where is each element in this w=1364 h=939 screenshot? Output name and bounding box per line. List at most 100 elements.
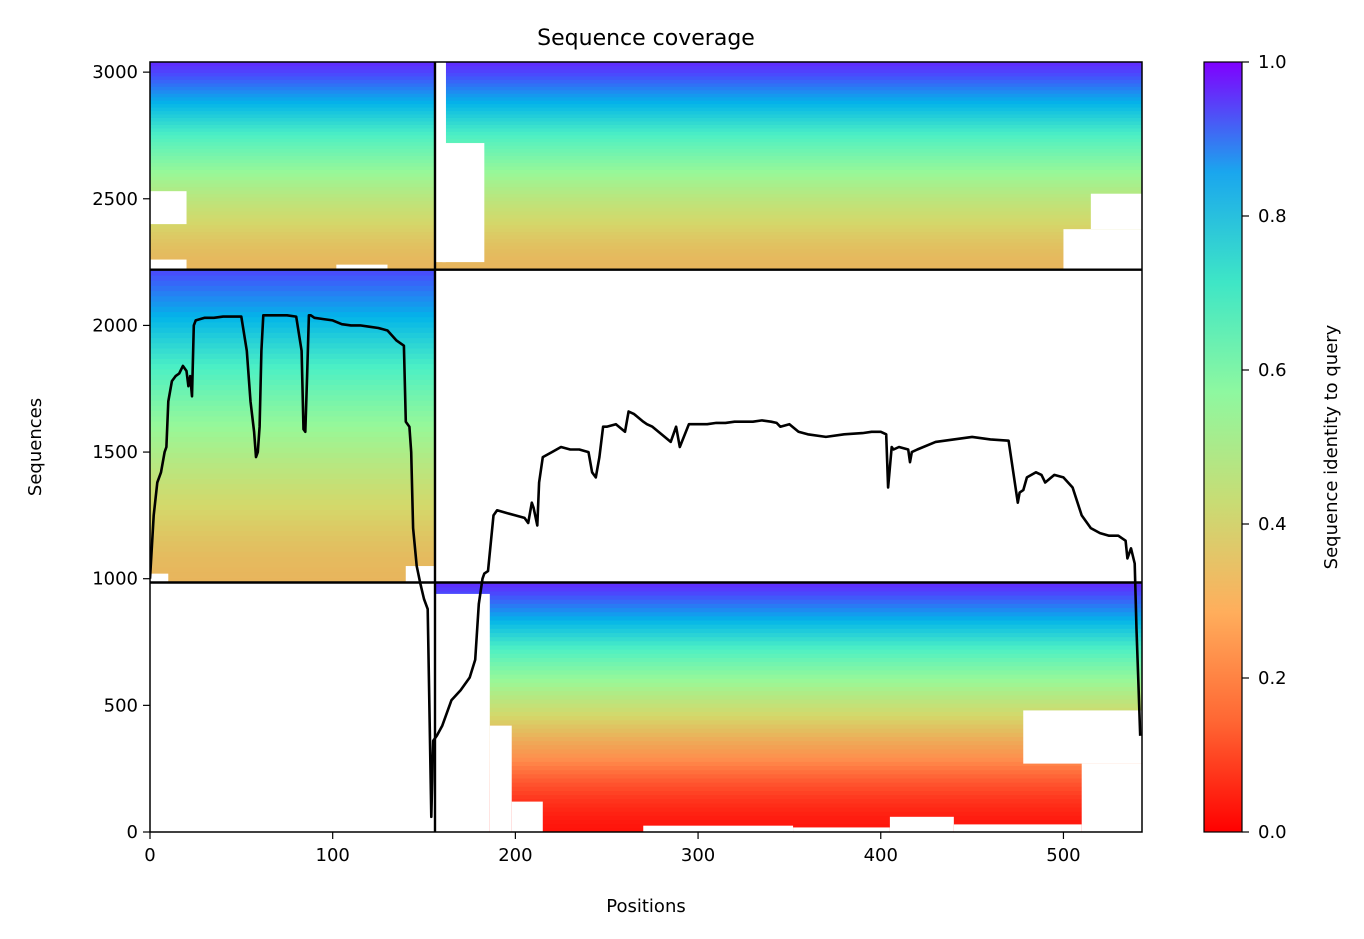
heatmap-band (150, 190, 1142, 195)
heatmap-band (150, 405, 435, 412)
heatmap-band (150, 535, 435, 542)
heatmap-band (434, 640, 1142, 646)
heatmap-band (434, 582, 1142, 588)
heatmap-band (150, 134, 1142, 139)
heatmap-band (150, 274, 435, 281)
heatmap-band (434, 607, 1142, 613)
colorbar-tick-label: 1.0 (1258, 52, 1287, 73)
heatmap-band (150, 420, 435, 427)
coverage-gap (150, 259, 187, 270)
heatmap-band (150, 384, 435, 391)
coverage-gap (442, 143, 485, 263)
heatmap-band (150, 96, 1142, 101)
heatmap-band (150, 207, 1142, 212)
heatmap-band (150, 561, 435, 568)
heatmap-band (434, 798, 1142, 804)
heatmap-band (150, 186, 1142, 191)
heatmap-band (150, 577, 435, 584)
heatmap-band (150, 368, 435, 375)
heatmap-band (434, 802, 1142, 808)
heatmap-band (150, 415, 435, 422)
coverage-gap (1063, 229, 1142, 270)
heatmap-band (150, 245, 1142, 250)
heatmap-band (150, 145, 1142, 150)
heatmap-band (150, 446, 435, 453)
heatmap-band (150, 127, 1142, 132)
heatmap-band (150, 75, 1142, 80)
heatmap-band (150, 373, 435, 380)
heatmap-band (150, 217, 1142, 222)
heatmap-band (150, 269, 435, 276)
heatmap-band (150, 546, 435, 552)
heatmap-band (434, 707, 1142, 713)
heatmap-band (150, 509, 435, 516)
heatmap-band (434, 686, 1142, 692)
heatmap-band (150, 358, 435, 365)
coverage-gap (1090, 193, 1142, 230)
heatmap-band (150, 493, 435, 500)
y-tick-label: 1500 (92, 442, 138, 463)
heatmap-band (434, 807, 1142, 812)
heatmap-band (434, 719, 1142, 725)
chain-boundaries (150, 62, 1142, 832)
heatmap-band (150, 120, 1142, 125)
y-tick-label: 500 (104, 695, 138, 716)
colorbar-tick-label: 0.6 (1258, 360, 1287, 381)
colorbar-label: Sequence identity to query (1321, 324, 1342, 569)
heatmap-block-chain-b (434, 582, 1142, 832)
heatmap-band (150, 306, 435, 313)
heatmap-band (150, 79, 1142, 84)
heatmap-band (150, 252, 1142, 257)
heatmap-band (150, 152, 1142, 157)
heatmap-band (150, 572, 435, 578)
heatmap-band (150, 259, 1142, 264)
heatmap-band (150, 248, 1142, 253)
heatmap-band (150, 172, 1142, 177)
heatmap-band (434, 790, 1142, 796)
heatmap-band (434, 728, 1142, 733)
heatmap-band (150, 197, 1142, 202)
x-axis-label: Positions (606, 896, 685, 917)
heatmap-band (150, 300, 435, 307)
heatmap-band (434, 715, 1142, 721)
heatmap-band (150, 124, 1142, 129)
y-axis-label: Sequences (25, 398, 46, 496)
heatmap-band (150, 72, 1142, 77)
heatmap-band (150, 200, 1142, 205)
heatmap-band (150, 148, 1142, 153)
heatmap-band (434, 678, 1142, 683)
coverage-heatmap (150, 62, 1142, 832)
heatmap-band (150, 540, 435, 547)
heatmap-band (434, 732, 1142, 737)
heatmap-band (434, 653, 1142, 658)
heatmap-band (434, 690, 1142, 696)
heatmap-band (150, 285, 435, 292)
heatmap-band (150, 457, 435, 464)
heatmap-band (150, 176, 1142, 181)
heatmap-band (150, 499, 435, 505)
heatmap-band (434, 698, 1142, 704)
colorbar-tick-label: 0.0 (1258, 822, 1287, 843)
heatmap-band (434, 748, 1142, 754)
heatmap-band (434, 615, 1142, 621)
heatmap-band (434, 632, 1142, 638)
heatmap-band (434, 819, 1142, 825)
heatmap-band (434, 644, 1142, 650)
heatmap-band (150, 235, 1142, 240)
heatmap-band (434, 669, 1142, 675)
heatmap-band (150, 316, 435, 323)
heatmap-band (150, 65, 1142, 70)
heatmap-band (150, 255, 1142, 260)
coverage-gap (336, 264, 388, 270)
plot-frame (149, 61, 1143, 833)
heatmap-band (150, 110, 1142, 115)
x-tick-label: 0 (144, 845, 155, 866)
heatmap-band (150, 389, 435, 396)
coverage-gap (434, 593, 490, 832)
heatmap-band (434, 761, 1142, 767)
heatmap-band (150, 100, 1142, 105)
heatmap-band (150, 82, 1142, 87)
x-tick-label: 200 (498, 845, 532, 866)
heatmap-band (150, 478, 435, 485)
y-tick-label: 2000 (92, 315, 138, 336)
